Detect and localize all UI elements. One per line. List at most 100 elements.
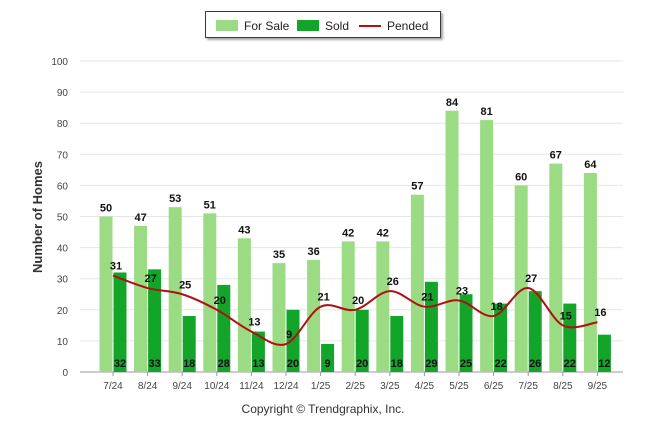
data-label-sold: 18 xyxy=(391,358,403,370)
data-label-pended: 27 xyxy=(525,273,537,285)
bar-for-sale xyxy=(272,263,286,372)
bar-for-sale xyxy=(341,241,355,372)
data-label-for-sale: 35 xyxy=(273,249,285,261)
pended-line-icon xyxy=(359,24,381,27)
data-label-for-sale: 84 xyxy=(446,97,459,109)
data-label-pended: 23 xyxy=(456,285,468,297)
bar-for-sale xyxy=(376,241,390,372)
data-label-pended: 15 xyxy=(560,310,572,322)
bar-for-sale xyxy=(445,110,459,372)
data-label-for-sale: 36 xyxy=(307,246,319,258)
x-tick-label: 2/25 xyxy=(345,381,365,392)
data-label-for-sale: 60 xyxy=(515,171,527,183)
bar-for-sale xyxy=(410,194,424,372)
y-axis-ticks: 0 10 20 30 40 50 60 70 80 90 100 xyxy=(51,57,68,379)
data-label-pended: 25 xyxy=(179,279,191,291)
bar-sold xyxy=(217,284,231,372)
data-label-sold: 20 xyxy=(287,358,299,370)
x-tick-label: 5/25 xyxy=(449,381,469,392)
y-tick-label: 90 xyxy=(57,88,69,99)
bar-sold xyxy=(355,309,369,372)
data-label-for-sale: 50 xyxy=(100,203,112,215)
bar-sold xyxy=(563,303,577,372)
x-tick-label: 3/25 xyxy=(380,381,400,392)
bar-sold xyxy=(494,303,508,372)
data-label-for-sale: 67 xyxy=(550,150,562,162)
x-tick-label: 10/24 xyxy=(204,381,229,392)
x-axis-ticks: 7/24 8/24 9/24 10/24 11/24 12/24 1/25 2/25 3/25 4… xyxy=(103,372,608,392)
data-labels: 50 32 47 33 53 18 51 28 43 13 35 20 36 9 42 20 42 18 57 29 8… xyxy=(100,97,611,370)
data-label-sold: 20 xyxy=(356,358,368,370)
data-label-for-sale: 42 xyxy=(377,227,389,239)
y-tick-label: 60 xyxy=(57,181,69,192)
bar-for-sale xyxy=(549,163,563,372)
data-label-sold: 22 xyxy=(494,358,506,370)
data-label-pended: 21 xyxy=(421,292,433,304)
y-tick-label: 30 xyxy=(57,275,69,286)
y-tick-label: 10 xyxy=(57,337,69,348)
x-tick-label: 8/25 xyxy=(553,381,573,392)
data-label-sold: 26 xyxy=(529,358,541,370)
data-label-for-sale: 57 xyxy=(411,181,423,193)
pended-series xyxy=(112,274,598,346)
data-label-for-sale: 51 xyxy=(204,199,216,211)
data-label-pended: 27 xyxy=(144,273,156,285)
data-label-for-sale: 53 xyxy=(169,193,181,205)
data-label-for-sale: 47 xyxy=(134,212,146,224)
bar-for-sale xyxy=(168,207,182,372)
legend-label-for-sale: For Sale xyxy=(244,18,290,33)
data-label-pended: 18 xyxy=(490,301,502,313)
bar-sold xyxy=(459,294,473,372)
bar-sold xyxy=(321,344,335,372)
data-label-sold: 25 xyxy=(460,358,472,370)
bar-sold xyxy=(390,316,404,372)
bar-for-sale xyxy=(237,238,251,372)
data-label-sold: 29 xyxy=(425,358,437,370)
data-label-sold: 33 xyxy=(148,358,160,370)
bar-for-sale xyxy=(480,120,494,372)
data-label-pended: 26 xyxy=(387,276,399,288)
bar-for-sale xyxy=(203,213,217,372)
data-label-pended: 20 xyxy=(352,295,364,307)
bar-sold xyxy=(113,272,127,372)
x-tick-label: 7/24 xyxy=(103,381,123,392)
data-label-pended: 21 xyxy=(317,292,329,304)
sold-swatch-icon xyxy=(297,20,319,31)
for-sale-swatch-icon xyxy=(216,20,238,31)
data-label-sold: 12 xyxy=(598,358,610,370)
data-label-pended: 13 xyxy=(248,317,260,329)
bar-sold xyxy=(148,269,162,372)
legend-item-for-sale[interactable]: For Sale xyxy=(216,12,289,39)
bar-for-sale xyxy=(307,260,321,372)
data-label-pended: 20 xyxy=(214,295,226,307)
bars xyxy=(99,110,611,372)
bar-sold xyxy=(597,334,611,372)
data-label-for-sale: 43 xyxy=(238,224,250,236)
y-tick-label: 50 xyxy=(57,213,69,224)
data-label-pended: 9 xyxy=(286,329,292,341)
legend: For Sale Sold Pended xyxy=(205,11,441,38)
y-tick-label: 80 xyxy=(57,119,69,130)
bar-sold xyxy=(528,291,542,372)
bar-sold xyxy=(286,309,300,372)
data-label-sold: 9 xyxy=(325,358,331,370)
x-tick-label: 4/25 xyxy=(415,381,435,392)
x-tick-label: 12/24 xyxy=(273,381,298,392)
y-tick-label: 100 xyxy=(51,57,68,68)
y-tick-label: 0 xyxy=(62,368,68,379)
data-label-sold: 32 xyxy=(114,358,126,370)
legend-item-pended[interactable]: Pended xyxy=(359,12,428,39)
y-tick-label: 40 xyxy=(57,244,69,255)
data-label-sold: 28 xyxy=(218,358,230,370)
bar-for-sale xyxy=(514,185,528,372)
y-tick-label: 20 xyxy=(57,306,69,317)
pended-line xyxy=(112,274,598,346)
legend-item-sold[interactable]: Sold xyxy=(297,12,349,39)
data-label-for-sale: 42 xyxy=(342,227,354,239)
data-label-pended: 16 xyxy=(594,307,606,319)
data-label-for-sale: 81 xyxy=(480,106,492,118)
x-tick-label: 9/24 xyxy=(172,381,192,392)
x-tick-label: 1/25 xyxy=(311,381,331,392)
data-label-sold: 13 xyxy=(252,358,264,370)
